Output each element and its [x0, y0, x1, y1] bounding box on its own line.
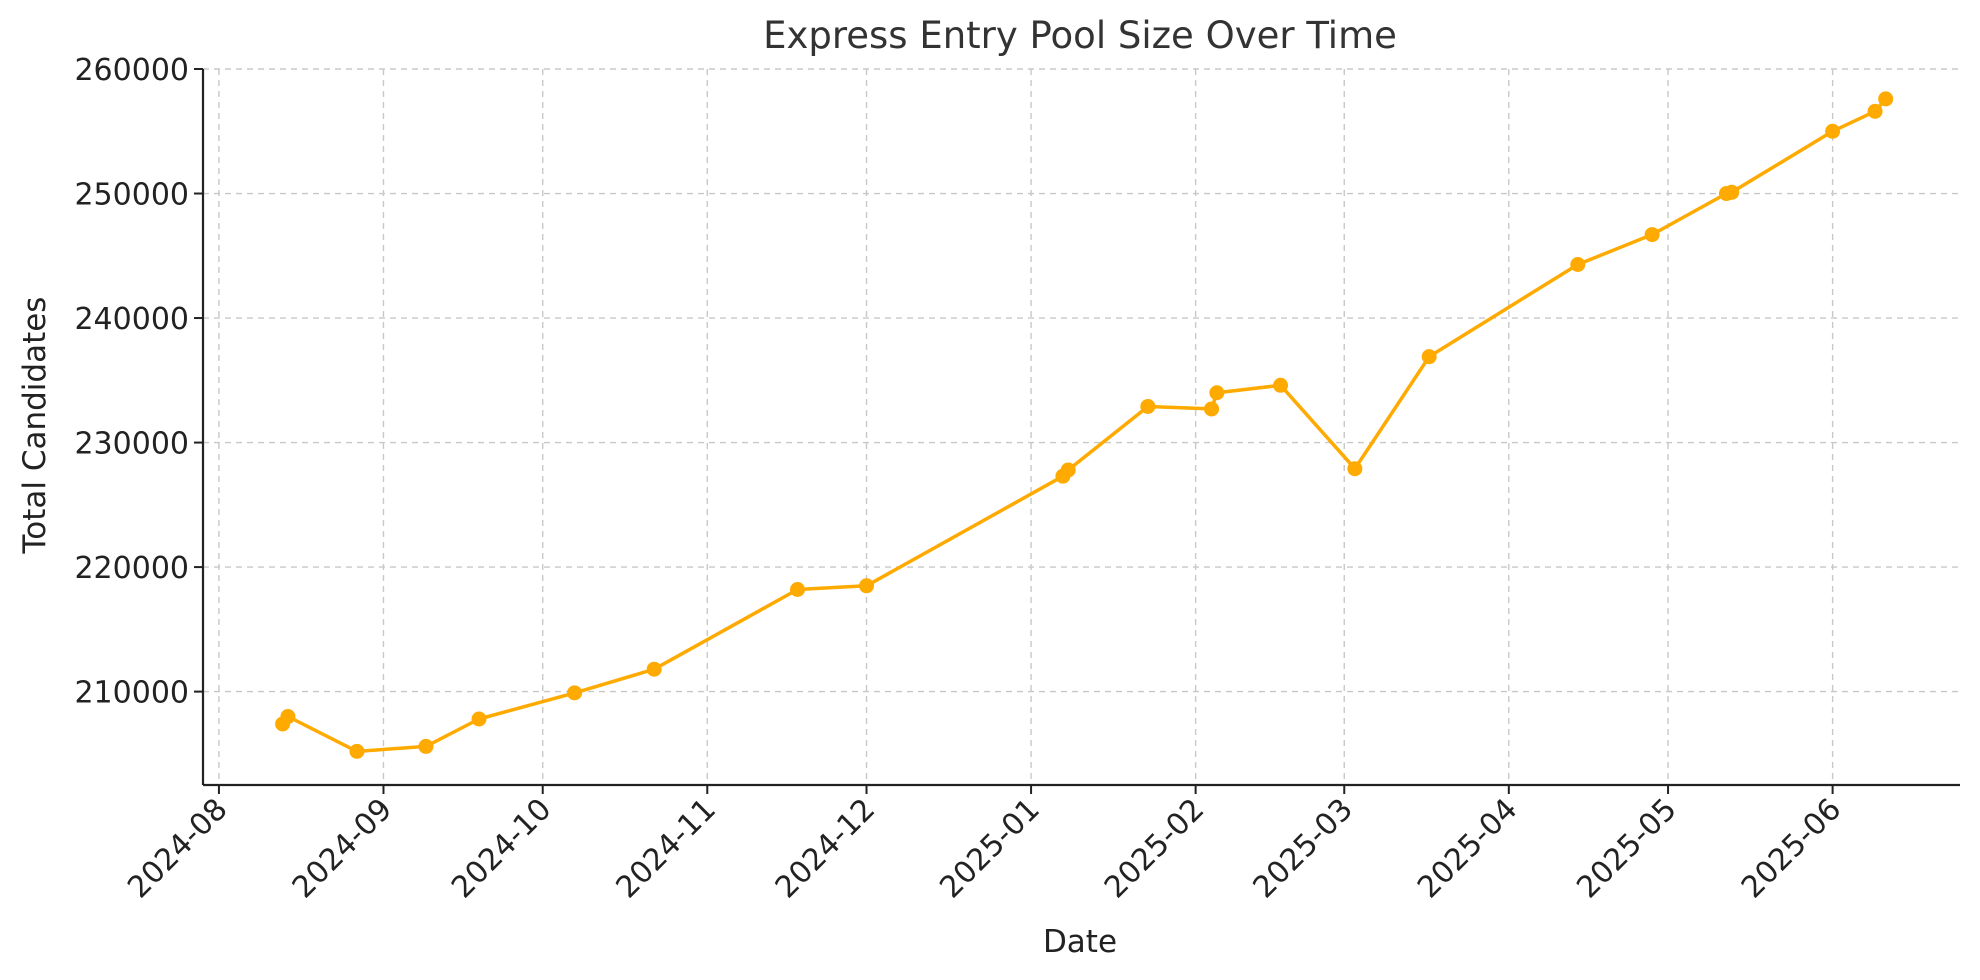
y-tick-label: 260000 [74, 53, 189, 88]
x-tick-label: 2025-03 [1247, 792, 1360, 905]
x-tick-label: 2025-01 [933, 792, 1046, 905]
y-tick-label: 250000 [74, 178, 189, 213]
data-point [1273, 377, 1289, 393]
chart-title: Express Entry Pool Size Over Time [763, 14, 1397, 57]
data-point [1060, 462, 1076, 478]
grid [203, 68, 1960, 785]
data-point [418, 738, 434, 754]
data-point [646, 661, 662, 677]
data-point [471, 711, 487, 727]
data-point [1204, 401, 1220, 417]
data-point [790, 582, 806, 598]
series [275, 91, 1894, 759]
series-line [281, 97, 1888, 754]
data-point [1421, 349, 1437, 365]
data-point [1724, 184, 1740, 200]
y-tick-label: 220000 [74, 551, 189, 586]
x-tick-label: 2024-08 [121, 792, 234, 905]
data-point [349, 743, 365, 759]
y-axis-label: Total Candidates [17, 297, 53, 555]
tick-labels: 210000 220000 230000 240000 250000 260000 2024… [74, 53, 1848, 905]
data-point [280, 709, 296, 725]
data-point [1140, 398, 1156, 414]
data-point [1347, 461, 1363, 477]
data-point [567, 685, 583, 701]
data-point [1644, 227, 1660, 243]
x-tick-label: 2025-04 [1411, 792, 1524, 905]
data-point [859, 578, 875, 594]
x-tick-label: 2024-11 [610, 792, 723, 905]
x-axis-label: Date [1043, 924, 1117, 960]
x-tick-label: 2024-09 [286, 792, 399, 905]
data-point [1570, 256, 1586, 272]
data-point [1209, 385, 1225, 401]
x-tick-label: 2025-02 [1098, 792, 1211, 905]
x-tick-label: 2025-05 [1570, 792, 1683, 905]
data-point [1878, 91, 1894, 107]
data-point [1825, 123, 1841, 139]
x-tick-label: 2025-06 [1735, 792, 1848, 905]
axes [194, 68, 1960, 794]
y-tick-label: 230000 [74, 427, 189, 462]
x-tick-label: 2024-10 [445, 792, 558, 905]
data-point [1867, 103, 1883, 119]
x-tick-label: 2024-12 [769, 792, 882, 905]
y-tick-label: 240000 [74, 302, 189, 337]
y-tick-label: 210000 [74, 676, 189, 711]
